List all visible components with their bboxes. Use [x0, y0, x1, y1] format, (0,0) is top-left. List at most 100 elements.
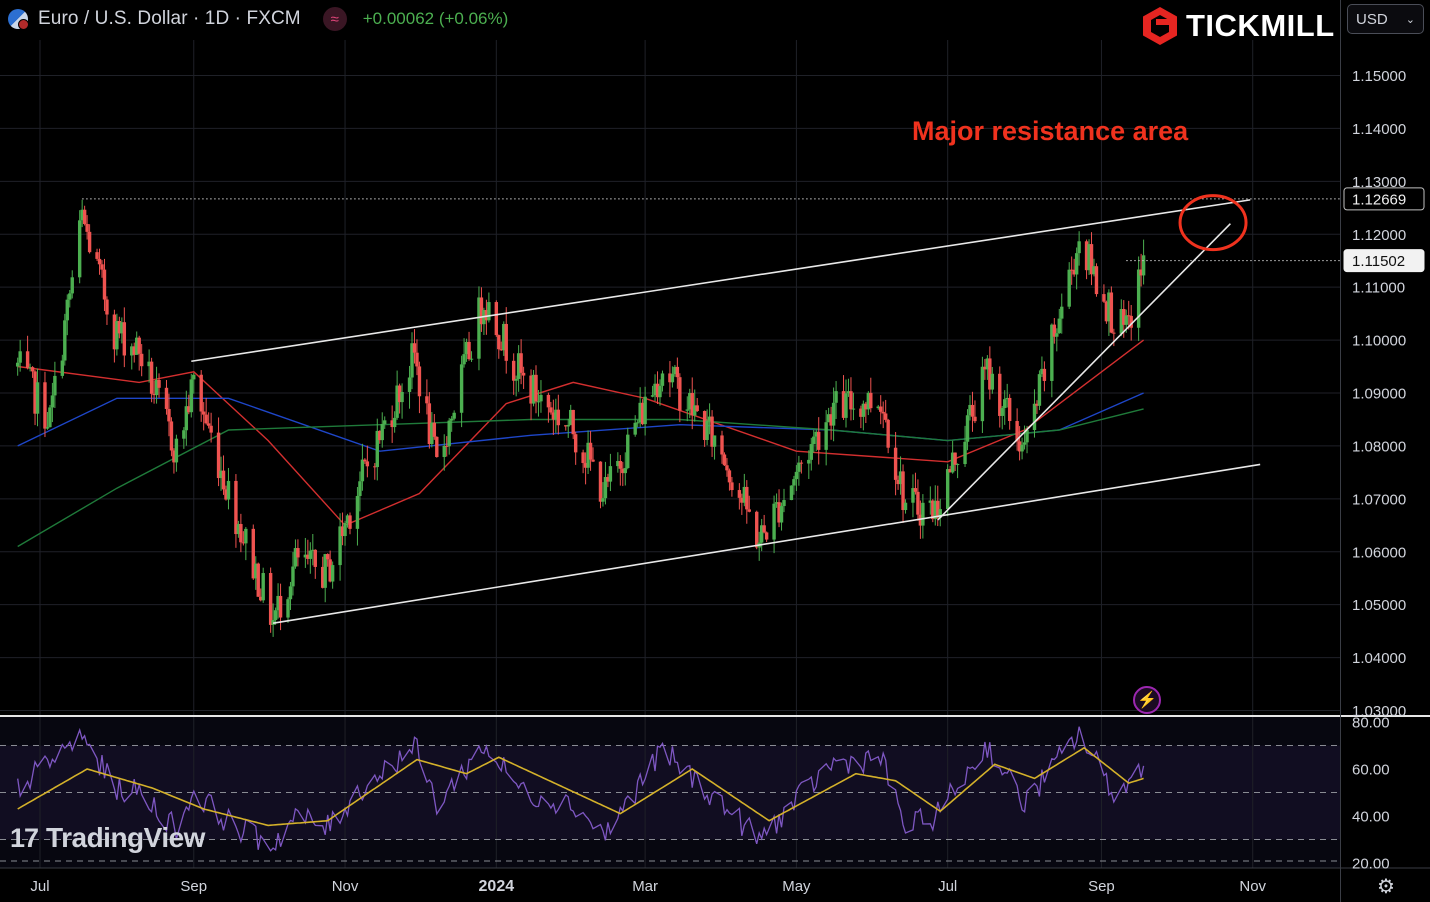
candle-body-260 — [918, 514, 923, 526]
candle-body-281 — [990, 373, 995, 390]
candle-body-179 — [638, 402, 642, 423]
price-tick-6: 1.09000 — [1352, 386, 1406, 403]
candle-body-287 — [1015, 421, 1019, 442]
moving-average-1 — [17, 339, 1145, 527]
candle-body-243 — [861, 403, 866, 417]
candle-body-323 — [1139, 269, 1143, 276]
candle-body-78 — [288, 586, 293, 600]
candle-body-161 — [573, 434, 578, 453]
candle-body-242 — [859, 408, 863, 417]
candle-body-251 — [886, 419, 890, 448]
candle-body-31 — [122, 322, 127, 356]
candle-body-91 — [330, 565, 335, 582]
candle-body-186 — [660, 373, 665, 386]
resistance-circle — [1178, 194, 1248, 252]
candle-body-20 — [85, 223, 89, 232]
candle-body-83 — [306, 554, 310, 559]
rsi-tick-2: 40.00 — [1352, 809, 1390, 826]
candle-body-283 — [1000, 408, 1004, 416]
candle-body-100 — [363, 459, 367, 462]
price-tick-3: 1.12000 — [1352, 227, 1406, 244]
candle-body-318 — [1122, 309, 1126, 325]
candle-body-324 — [1141, 255, 1146, 276]
candle-body-120 — [432, 422, 437, 437]
price-change: +0.00062 (+0.06%) — [362, 9, 509, 28]
candle-body-207 — [737, 490, 742, 498]
lightning-icon[interactable]: ⚡ — [1133, 686, 1161, 714]
candle-body-2 — [25, 351, 30, 369]
candle-body-247 — [876, 406, 880, 409]
candle-body-151 — [539, 394, 543, 402]
candle-body-40 — [154, 379, 159, 396]
candle-body-165 — [588, 442, 593, 460]
trendline-1 — [191, 199, 1251, 363]
rsi-tick-1: 60.00 — [1352, 762, 1390, 779]
candle-body-298 — [1052, 324, 1057, 337]
time-label-4: Mar — [632, 878, 658, 895]
candle-body-1 — [18, 351, 22, 363]
symbol-title[interactable]: Euro / U.S. Dollar · 1D · FXCM — [38, 8, 301, 29]
candle-body-105 — [380, 423, 384, 441]
eur-usd-flag-icon — [8, 9, 29, 30]
tickmill-logo: TICKMILL — [1142, 6, 1335, 46]
trendline-2 — [272, 463, 1261, 624]
candle-body-319 — [1124, 315, 1128, 325]
price-tick-10: 1.05000 — [1352, 597, 1406, 614]
candle-body-11 — [53, 375, 57, 396]
candle-body-271 — [955, 464, 960, 466]
currency-value: USD — [1356, 10, 1388, 28]
currency-selector[interactable]: USD ⌄ — [1347, 4, 1424, 34]
gear-icon[interactable]: ⚙ — [1377, 875, 1395, 898]
candle-body-126 — [452, 412, 456, 419]
candle-body-30 — [120, 322, 124, 334]
candle-body-108 — [392, 417, 397, 428]
time-label-1: Sep — [180, 878, 207, 895]
candle-body-25 — [102, 269, 107, 300]
candle-body-106 — [383, 420, 387, 424]
candle-body-38 — [149, 361, 154, 394]
candle-body-76 — [278, 595, 283, 618]
candle-body-198 — [705, 420, 709, 440]
candle-body-99 — [360, 459, 365, 482]
candle-body-39 — [152, 393, 156, 396]
candle-body-77 — [286, 599, 290, 618]
candle-body-300 — [1057, 318, 1061, 334]
candle-body-312 — [1102, 294, 1106, 302]
candle-body-69 — [256, 563, 260, 597]
candle-body-68 — [254, 563, 258, 579]
candle-body-0 — [15, 362, 20, 367]
candle-body-115 — [415, 352, 419, 367]
candle-body-279 — [985, 358, 990, 370]
candle-body-259 — [916, 491, 920, 515]
watermark-name: TradingView — [46, 822, 205, 853]
candle-body-143 — [514, 378, 518, 381]
candle-body-302 — [1067, 269, 1071, 307]
rsi-tick-0: 80.00 — [1352, 715, 1390, 732]
candle-body-244 — [864, 403, 868, 410]
candle-body-46 — [174, 438, 179, 463]
waves-icon[interactable]: ≈ — [322, 7, 347, 31]
candle-body-61 — [226, 480, 231, 500]
candle-body-3 — [28, 367, 32, 369]
candle-body-236 — [834, 391, 838, 403]
price-tick-9: 1.06000 — [1352, 544, 1406, 561]
candle-body-74 — [273, 610, 278, 621]
candle-body-41 — [157, 379, 161, 388]
candle-body-13 — [63, 320, 67, 361]
candle-body-253 — [896, 479, 900, 485]
candle-body-174 — [621, 468, 625, 474]
candle-body-75 — [276, 595, 280, 611]
candle-body-290 — [1022, 442, 1027, 445]
candle-body-258 — [913, 488, 918, 492]
candle-body-204 — [725, 465, 729, 471]
price-tick-2: 1.13000 — [1352, 174, 1406, 191]
price-tick-7: 1.08000 — [1352, 438, 1406, 455]
candle-body-190 — [675, 366, 680, 378]
candle-body-43 — [167, 408, 171, 422]
candle-body-160 — [571, 409, 575, 435]
candle-body-218 — [774, 502, 779, 504]
candle-body-32 — [130, 346, 134, 356]
candle-body-49 — [187, 406, 191, 413]
candle-body-205 — [727, 470, 732, 483]
